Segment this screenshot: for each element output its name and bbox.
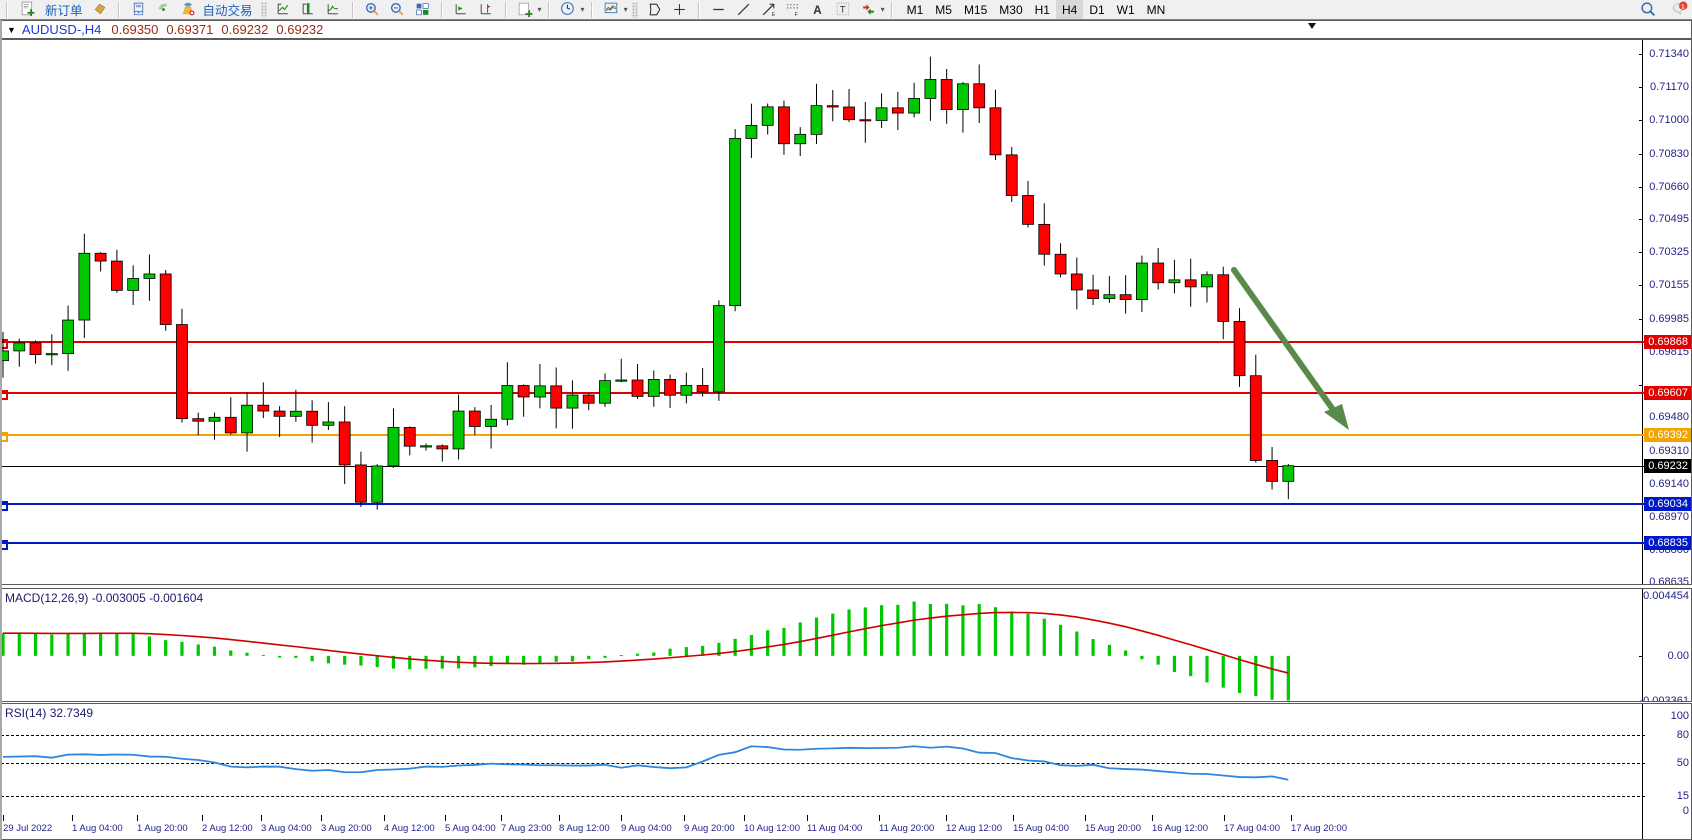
svg-text:F: F bbox=[794, 12, 798, 18]
svg-text:E: E bbox=[771, 12, 775, 18]
svg-text:T: T bbox=[839, 5, 845, 16]
svg-text:A: A bbox=[813, 4, 822, 17]
